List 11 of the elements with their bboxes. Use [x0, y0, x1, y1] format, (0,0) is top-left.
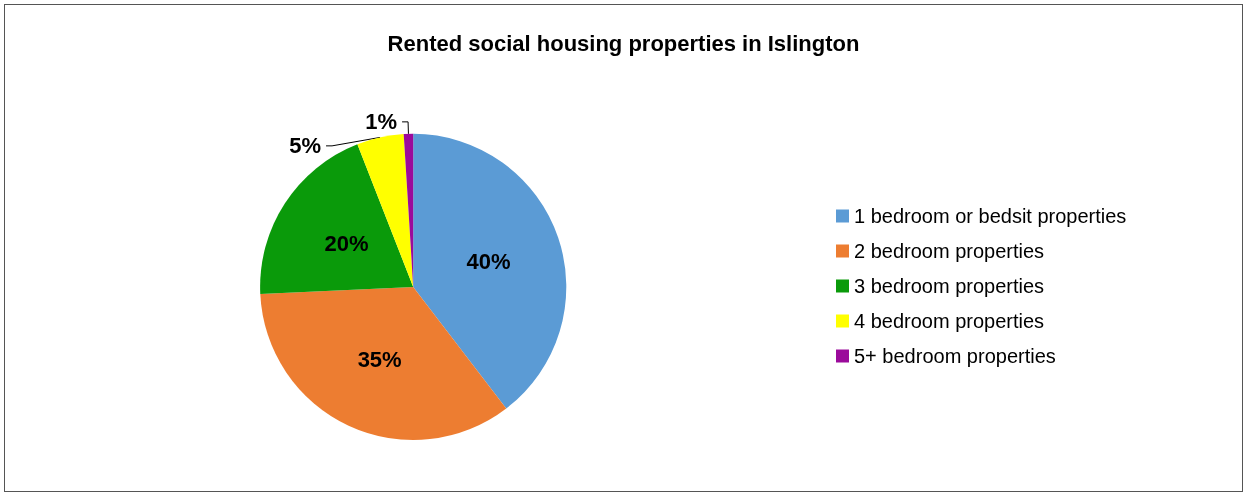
legend-label: 5+ bedroom properties	[854, 345, 1056, 367]
legend-label: 3 bedroom properties	[854, 275, 1045, 297]
data-label: 35%	[357, 346, 402, 372]
legend-label: 4 bedroom properties	[854, 310, 1045, 332]
data-label: 5%	[289, 133, 322, 159]
legend-label: 2 bedroom properties	[854, 240, 1045, 262]
chart-title: Rented social housing properties in Islington	[387, 30, 860, 56]
data-label: 1%	[365, 109, 398, 135]
data-label: 20%	[324, 231, 369, 257]
data-label: 40%	[466, 248, 511, 274]
legend-label: 1 bedroom or bedsit properties	[854, 205, 1127, 227]
